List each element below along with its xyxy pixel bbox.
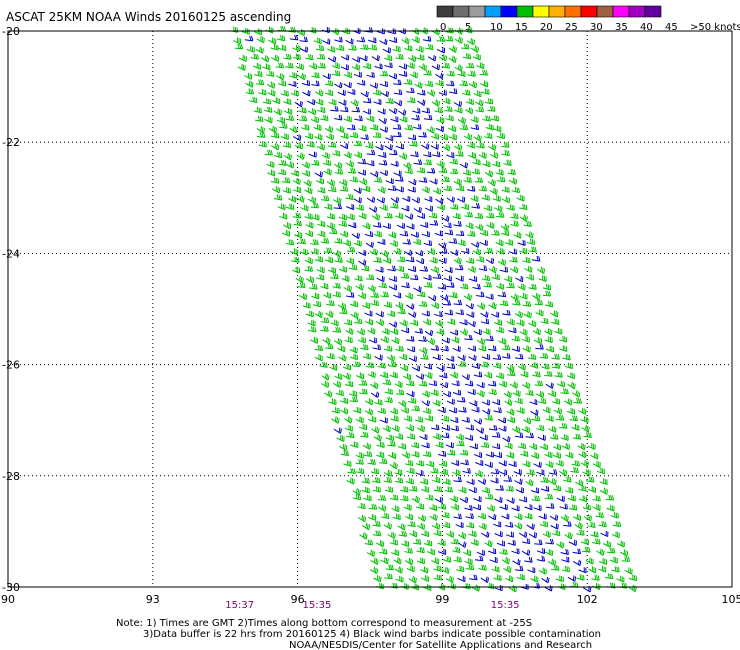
legend-label: 15 xyxy=(515,22,528,33)
wind-barbs-10-15-knots xyxy=(244,27,609,593)
x-tick-label: 93 xyxy=(146,593,160,606)
legend-swatch xyxy=(564,5,582,18)
legend-label: 30 xyxy=(590,22,603,33)
chart-title: ASCAT 25KM NOAA Winds 20160125 ascending xyxy=(6,10,291,24)
legend-swatch xyxy=(612,5,630,18)
legend-label: 20 xyxy=(540,22,553,33)
x-axis-labels: 90 93 96 99 102 105 xyxy=(1,593,740,606)
legend-swatch xyxy=(596,5,614,18)
legend-swatch xyxy=(644,5,662,18)
legend-swatch xyxy=(436,5,454,18)
note-line-2: 3)Data buffer is 22 hrs from 20160125 4)… xyxy=(143,629,601,640)
legend-swatch xyxy=(500,5,518,18)
legend-swatch xyxy=(532,5,550,18)
x-tick-label: 96 xyxy=(291,593,305,606)
plot-frame xyxy=(7,30,733,588)
x-tick-label: 90 xyxy=(1,593,15,606)
y-tick-label: -28 xyxy=(2,470,20,483)
time-label: 15:35 xyxy=(491,600,520,611)
y-tick-label: -30 xyxy=(2,581,20,594)
legend-swatch xyxy=(580,5,598,18)
note-line-3: NOAA/NESDIS/Center for Satellite Applica… xyxy=(289,640,592,650)
legend-swatch xyxy=(452,5,470,18)
time-label: 15:35 xyxy=(302,600,331,611)
time-labels: 15:37 15:35 15:35 xyxy=(225,600,519,611)
legend-label: 0 xyxy=(440,22,446,33)
time-label: 15:37 xyxy=(225,600,254,611)
wind-barbs xyxy=(229,25,638,593)
wind-barbs-15-20-knots xyxy=(229,25,638,593)
legend-label: 25 xyxy=(565,22,578,33)
x-tick-label: 105 xyxy=(722,593,740,606)
legend-swatch xyxy=(484,5,502,18)
x-tick-label: 99 xyxy=(435,593,449,606)
y-tick-label: -20 xyxy=(2,25,20,38)
color-legend: 0 5 10 15 20 25 30 35 40 45 >50 knots xyxy=(436,5,740,33)
legend-label: 45 xyxy=(665,22,678,33)
legend-label: 35 xyxy=(615,22,628,33)
x-tick-label: 102 xyxy=(577,593,598,606)
legend-swatch xyxy=(548,5,566,18)
legend-label: 40 xyxy=(640,22,653,33)
legend-label: >50 knots xyxy=(690,22,740,33)
legend-swatch xyxy=(516,5,534,18)
legend-label: 10 xyxy=(490,22,503,33)
y-tick-label: -26 xyxy=(2,359,20,372)
legend-swatch xyxy=(628,5,646,18)
legend-swatch xyxy=(468,5,486,18)
note-line-1: Note: 1) Times are GMT 2)Times along bot… xyxy=(116,618,532,629)
y-axis-labels: -20 -22 -24 -26 -28 -30 xyxy=(2,25,20,594)
y-tick-label: -24 xyxy=(2,247,20,260)
y-tick-label: -22 xyxy=(2,136,20,149)
